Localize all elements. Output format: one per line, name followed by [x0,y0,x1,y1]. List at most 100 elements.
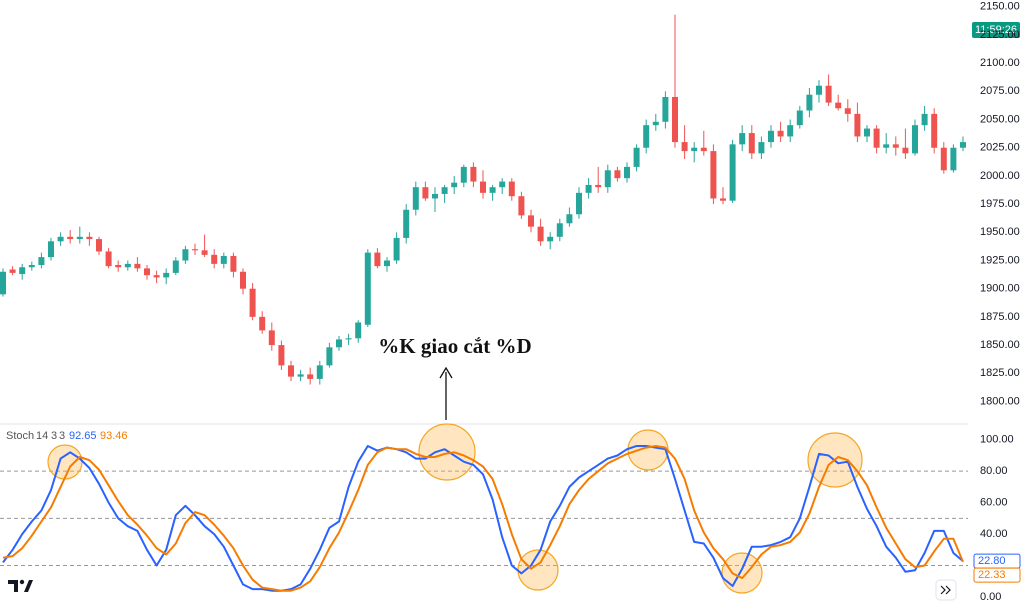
candle-body [172,260,179,273]
candle-body [604,170,611,188]
candle-body [662,96,669,122]
candle-body [307,374,314,379]
candle-body [422,187,429,199]
y-tick-label: 80.00 [980,465,1008,477]
indicator-param: 14 [36,430,48,442]
y-tick-label: 2150.00 [980,1,1020,13]
y-tick-label: 2075.00 [980,85,1020,97]
candle-body [768,130,774,143]
y-tick-label: 0.00 [980,591,1001,603]
candle-body [921,113,928,126]
candle-body [211,254,218,264]
candle-body [739,133,746,145]
candle-body [403,209,410,238]
candle-body [720,198,726,201]
candle-body [364,252,371,325]
candle-body [912,125,918,154]
logo-part [8,580,18,592]
y-tick-label: 2100.00 [980,57,1020,69]
highlight [627,429,669,471]
candle-body [460,166,467,183]
candle-body [278,345,285,366]
candle-body [748,133,755,154]
candle-body [432,193,438,199]
candle-body [940,147,947,171]
candle-body [28,265,35,268]
logo [8,579,33,592]
candle-body [902,147,909,154]
indicator-param: 3 [51,430,57,442]
y-tick-label: 1925.00 [980,254,1020,266]
candle-body [451,182,458,188]
candle-body [384,260,390,267]
last-value-label: 22.80 [978,555,1006,567]
candle-body [374,252,381,267]
y-tick-label: 60.00 [980,497,1008,509]
y-tick-label: 2025.00 [980,142,1020,154]
candle-body [470,166,477,182]
candle-body [633,147,640,167]
candle-body [220,255,227,264]
candle-body [854,113,861,137]
candle-body [672,96,678,143]
candle-body [681,142,688,152]
candle-body [19,267,26,275]
highlight [721,552,763,594]
y-tick-label: 2125.00 [980,29,1020,41]
candle-body [816,85,822,95]
candle-body [48,241,54,258]
candle-body [835,102,842,109]
candle-body [691,147,698,152]
legend-value: 92.65 [69,430,97,442]
candle-body [528,215,534,227]
candle-body [960,142,966,148]
candle-body [105,251,112,267]
candle-body [643,125,650,148]
candle-body [393,237,400,261]
candle-body [259,316,266,331]
highlight [418,423,476,481]
candle-body [345,338,352,340]
candle-body [124,263,131,268]
candle-body [240,271,246,289]
candle-body [489,187,496,193]
stoch-line [2,445,964,592]
candle-body [326,347,333,366]
candle-body [508,181,515,197]
candle-body [67,236,74,240]
candle-body [729,144,736,201]
candle-body [0,271,6,295]
candle-body [518,196,525,216]
last-value-box [973,567,1021,583]
last-value-label: 22.33 [978,569,1006,581]
candle-body [336,339,342,348]
scroll-icon[interactable] [940,585,951,595]
candle-body [192,249,198,251]
indicator-name: Stoch [6,430,34,442]
candle-body [38,257,45,265]
candle-body [153,275,160,278]
candle-body [864,128,870,137]
y-tick-label: 100.00 [980,434,1014,446]
y-tick-label: 1875.00 [980,311,1020,323]
candle-body [652,121,659,126]
candle-body [758,142,765,154]
candle-body [355,322,362,339]
arrow-head [439,366,453,379]
scroll-button-box[interactable] [935,579,957,601]
scroll-button[interactable] [935,579,957,601]
stoch-line [2,445,964,592]
candle-body [576,192,582,215]
candle-body [614,170,621,179]
candle-body [710,151,717,199]
candle-body [700,147,707,152]
logo-part [24,580,33,592]
candle-body [537,226,544,242]
candle-body [115,265,122,268]
candle-body [556,223,563,237]
candle-body [249,288,256,317]
countdown-box [972,22,1020,38]
candle-body [288,365,294,377]
